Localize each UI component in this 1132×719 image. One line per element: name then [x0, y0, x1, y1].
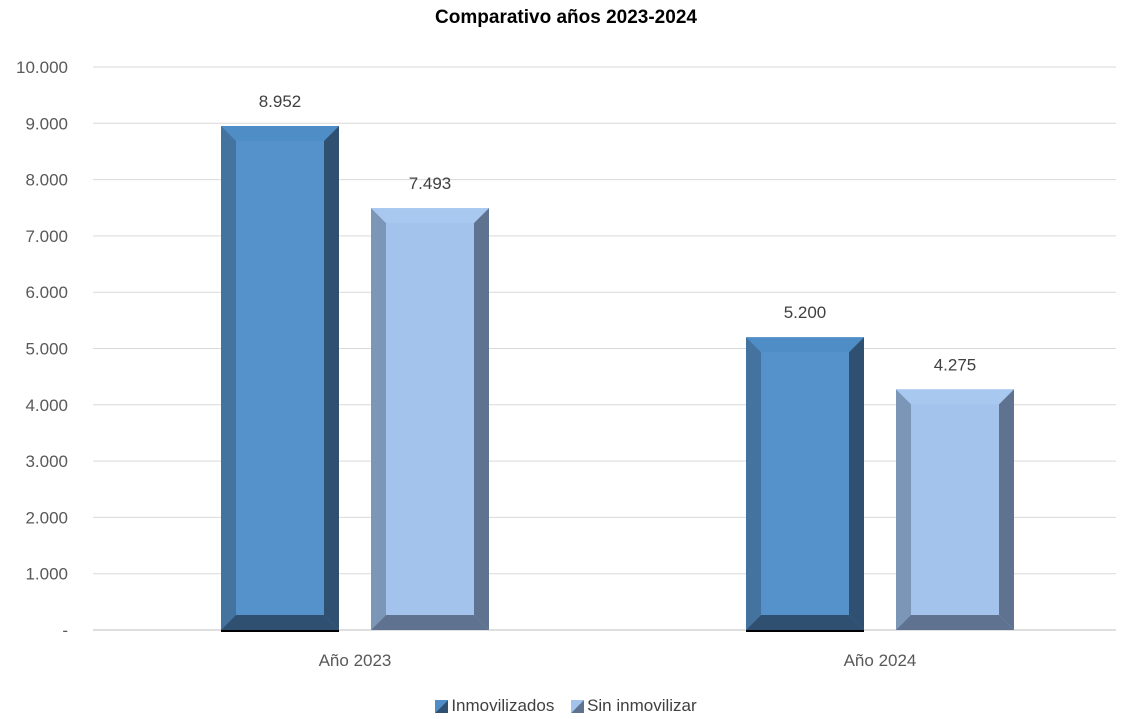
- y-tick-label: 4.000: [25, 396, 68, 415]
- bar: [746, 337, 864, 632]
- bar: [896, 389, 1014, 630]
- bar-bevel-right: [849, 337, 864, 630]
- bar-bevel-top: [896, 389, 1014, 405]
- x-tick-label: Año 2024: [844, 651, 917, 670]
- data-labels: 8.952 5.200 7.493 4.275: [259, 92, 977, 374]
- bar-bevel-bottom: [746, 615, 864, 630]
- bar-bevel-top: [746, 337, 864, 353]
- bar: [221, 126, 339, 632]
- legend-swatch-inmovilizados: [435, 699, 449, 713]
- bar-bevel-top: [371, 208, 489, 224]
- bars: [221, 126, 1014, 632]
- legend-swatch-sin-inmovilizar: [571, 699, 585, 713]
- y-tick-label: 5.000: [25, 340, 68, 359]
- legend-item-inmovilizados: Inmovilizados: [435, 696, 554, 716]
- bar-bevel-right: [474, 208, 489, 630]
- data-label: 5.200: [784, 303, 827, 322]
- bar-bevel-top: [221, 126, 339, 142]
- y-axis-ticks: - 1.000 2.000 3.000 4.000 5.000 6.000 7.000 8.00…: [16, 58, 68, 640]
- y-tick-label: 8.000: [25, 171, 68, 190]
- bar-body: [221, 126, 339, 630]
- y-tick-label: 1.000: [25, 565, 68, 584]
- bar-bevel-left: [371, 208, 386, 630]
- bar-bevel-left: [746, 337, 761, 630]
- x-axis-ticks: Año 2023 Año 2024: [319, 651, 917, 670]
- bar-body: [896, 389, 1014, 630]
- bar-body: [746, 337, 864, 630]
- y-tick-label: 6.000: [25, 283, 68, 302]
- bar-bevel-bottom: [221, 615, 339, 630]
- bar-bevel-bottom: [896, 615, 1014, 630]
- legend-label-sin-inmovilizar: Sin inmovilizar: [587, 696, 697, 715]
- y-tick-label: 7.000: [25, 227, 68, 246]
- bar-bevel-left: [221, 126, 236, 630]
- x-tick-label: Año 2023: [319, 651, 392, 670]
- y-tick-label: 2.000: [25, 508, 68, 527]
- bar-body: [371, 208, 489, 630]
- y-tick-label: -: [62, 621, 68, 640]
- bar-bevel-left: [896, 389, 911, 630]
- y-tick-label: 9.000: [25, 114, 68, 133]
- bar: [371, 208, 489, 630]
- bar-chart: - 1.000 2.000 3.000 4.000 5.000 6.000 7.000 8.00…: [16, 58, 1116, 670]
- bar-bevel-right: [999, 389, 1014, 630]
- legend-item-sin-inmovilizar: Sin inmovilizar: [571, 696, 697, 716]
- data-label: 7.493: [409, 174, 452, 193]
- data-label: 4.275: [934, 355, 977, 374]
- legend: Inmovilizados Sin inmovilizar: [0, 696, 1132, 718]
- legend-label-inmovilizados: Inmovilizados: [451, 696, 555, 715]
- bar-bevel-bottom: [371, 615, 489, 630]
- y-tick-label: 3.000: [25, 452, 68, 471]
- data-label: 8.952: [259, 92, 302, 111]
- bar-bevel-right: [324, 126, 339, 630]
- chart-title: Comparativo años 2023-2024: [435, 7, 697, 28]
- y-tick-label: 10.000: [16, 58, 68, 77]
